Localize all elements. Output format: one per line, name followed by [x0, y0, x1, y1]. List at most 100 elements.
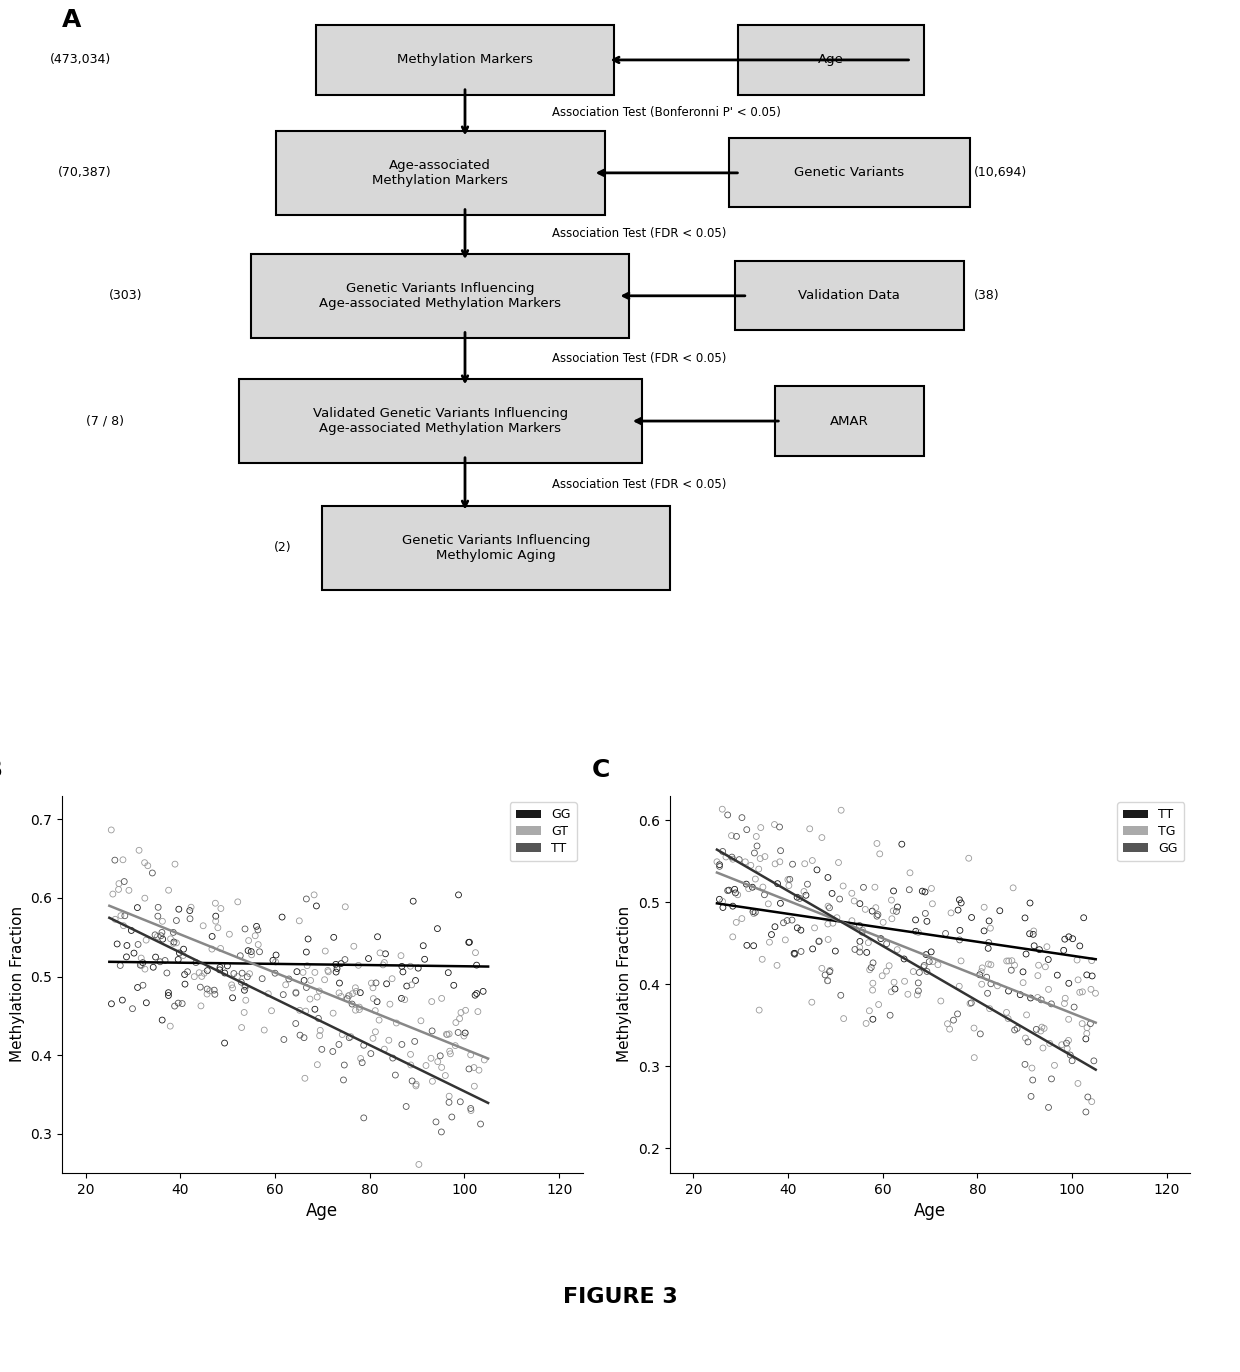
TG	[1054, 992, 1074, 1014]
TT	[334, 1069, 353, 1091]
GG	[770, 816, 790, 838]
TT	[432, 1121, 451, 1143]
TT	[386, 1065, 405, 1087]
TG	[1039, 978, 1059, 1000]
TG	[1081, 949, 1101, 971]
GG	[197, 959, 217, 981]
GT	[440, 1040, 460, 1062]
TG	[818, 912, 838, 934]
GG	[124, 943, 144, 965]
TG	[869, 993, 889, 1015]
TG	[856, 1013, 875, 1034]
TG	[713, 890, 733, 912]
TG	[1081, 978, 1101, 1000]
TT	[1083, 965, 1102, 986]
GT	[335, 896, 355, 918]
TG	[739, 878, 759, 900]
TG	[812, 958, 832, 980]
TG	[812, 826, 832, 848]
GG	[1004, 1019, 1024, 1041]
GT	[190, 962, 210, 984]
GG	[403, 890, 423, 912]
GG	[853, 877, 873, 899]
GG	[267, 944, 286, 966]
GT	[191, 995, 211, 1017]
Text: Association Test (FDR < 0.05): Association Test (FDR < 0.05)	[552, 477, 727, 491]
GG	[1064, 996, 1084, 1018]
TT	[765, 915, 785, 937]
TT	[916, 944, 936, 966]
GG	[170, 943, 190, 965]
TG	[869, 842, 889, 864]
GG	[102, 993, 122, 1015]
GT	[305, 962, 325, 984]
GG	[732, 807, 751, 829]
TT	[312, 1039, 332, 1061]
TG	[727, 911, 746, 933]
GT	[401, 955, 420, 977]
GG	[428, 918, 448, 940]
GG	[236, 975, 255, 997]
GT	[366, 1021, 386, 1043]
TG	[794, 881, 813, 903]
TT	[232, 962, 252, 984]
GT	[464, 1056, 484, 1078]
TG	[1016, 1028, 1035, 1050]
GT	[310, 1025, 330, 1047]
TG	[723, 848, 743, 870]
TG	[859, 1000, 879, 1022]
GG	[392, 988, 412, 1010]
TT	[335, 948, 355, 970]
TT	[236, 918, 255, 940]
GT	[329, 982, 348, 1004]
TT	[150, 951, 170, 973]
GT	[135, 958, 155, 980]
GT	[422, 1047, 441, 1069]
GT	[211, 937, 231, 959]
TT	[274, 1029, 294, 1051]
TT	[155, 949, 175, 971]
GG	[909, 971, 929, 993]
GT	[350, 996, 370, 1018]
GT	[164, 933, 184, 955]
GT	[439, 1024, 459, 1045]
GT	[102, 819, 122, 841]
GG	[210, 956, 229, 978]
GT	[206, 910, 226, 932]
TG	[1037, 936, 1056, 958]
GT	[232, 1017, 252, 1039]
TG	[863, 973, 883, 995]
TG	[1044, 1054, 1064, 1076]
GT	[409, 1154, 429, 1176]
TT	[1054, 940, 1074, 962]
TG	[818, 929, 838, 951]
GT	[317, 959, 337, 981]
GG	[1021, 1085, 1040, 1107]
GG	[474, 981, 494, 1003]
TG	[859, 959, 879, 981]
GG	[1007, 1018, 1027, 1040]
GG	[880, 1004, 900, 1026]
TG	[770, 851, 790, 873]
GG	[159, 985, 179, 1007]
TT	[1074, 907, 1094, 929]
TT	[296, 888, 316, 910]
GT	[200, 980, 219, 1002]
TT	[713, 896, 733, 918]
TT	[862, 900, 882, 922]
TT	[1029, 938, 1049, 960]
TT	[273, 984, 293, 1006]
TT	[784, 943, 804, 965]
GG	[449, 884, 469, 906]
GT	[469, 1059, 489, 1081]
TT	[366, 971, 386, 993]
GT	[362, 973, 382, 995]
Legend: TT, TG, GG: TT, TG, GG	[1117, 803, 1184, 862]
GG	[206, 906, 226, 927]
GG	[223, 986, 243, 1008]
TT	[145, 923, 165, 945]
GT	[315, 969, 335, 991]
TT	[205, 980, 224, 1002]
GG	[392, 955, 412, 977]
GT	[363, 977, 383, 999]
